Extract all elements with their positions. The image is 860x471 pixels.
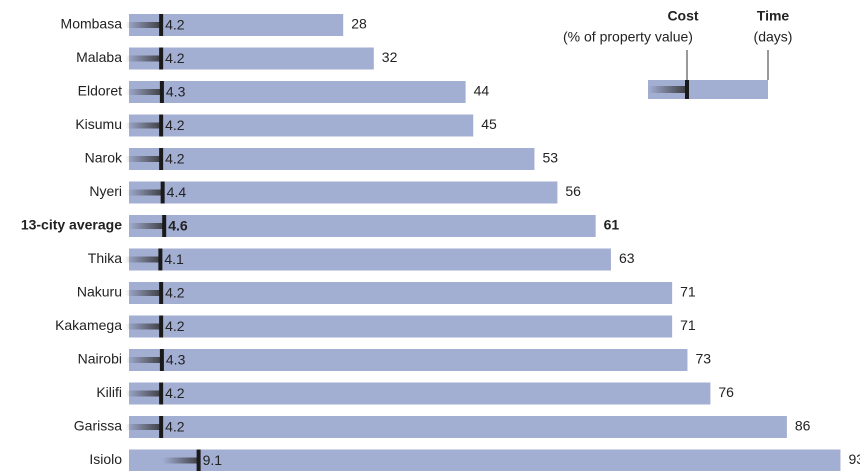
cost-label: 4.2 (165, 285, 185, 301)
cost-fade (125, 89, 162, 95)
time-label: 73 (695, 351, 711, 367)
time-label: 44 (474, 83, 490, 99)
time-label: 61 (604, 217, 620, 233)
cost-marker (162, 215, 167, 237)
time-bar (129, 148, 535, 170)
time-label: 53 (542, 150, 558, 166)
time-bar (129, 14, 344, 36)
legend: Cost (% of property value) Time (days) (563, 8, 792, 99)
cost-label: 4.2 (165, 117, 185, 133)
category-label: Eldoret (78, 83, 122, 99)
cost-label: 4.2 (165, 17, 185, 33)
time-bar (129, 449, 841, 471)
time-label: 56 (565, 183, 581, 199)
category-label: Malaba (76, 49, 122, 65)
cost-fade (125, 122, 162, 129)
time-label: 71 (680, 317, 696, 333)
category-label: Mombasa (61, 16, 123, 32)
time-label: 63 (619, 250, 635, 266)
time-bar (129, 248, 611, 271)
cost-label: 4.3 (166, 84, 186, 100)
time-bar (129, 114, 474, 137)
cost-label: 4.2 (165, 419, 185, 435)
category-label: Narok (85, 150, 123, 166)
cost-marker (159, 148, 164, 170)
cost-fade (124, 256, 161, 263)
category-label: Isiolo (89, 451, 122, 467)
category-label: Kilifi (96, 384, 122, 400)
legend-cost: Cost (667, 8, 698, 24)
category-label: Thika (88, 250, 122, 266)
legend-cost-unit: (% of property value) (563, 29, 693, 45)
cost-marker (159, 416, 164, 438)
category-label: Nairobi (78, 351, 122, 367)
cost-fade (162, 457, 199, 464)
legend-bar (648, 80, 768, 99)
cost-fade (125, 55, 162, 62)
cost-fade (126, 189, 163, 196)
category-label: Nyeri (89, 183, 122, 199)
cost-marker (159, 81, 164, 103)
time-bar (129, 382, 711, 405)
time-label: 86 (795, 418, 811, 434)
category-label: Kisumu (75, 116, 122, 132)
time-label: 28 (351, 16, 367, 32)
time-bar (129, 215, 596, 237)
cost-marker (159, 14, 164, 36)
cost-label: 4.1 (164, 251, 184, 267)
cost-marker (159, 114, 164, 137)
cost-marker (159, 382, 164, 405)
legend-fade (648, 86, 686, 93)
cost-label: 4.3 (166, 352, 186, 368)
cost-fade (128, 223, 165, 229)
time-label: 76 (718, 384, 734, 400)
time-bar (129, 81, 466, 103)
time-label: 45 (481, 116, 497, 132)
cost-label: 4.4 (167, 184, 187, 200)
cost-marker (196, 449, 201, 471)
cost-fade (125, 323, 162, 330)
cost-fade (125, 156, 162, 162)
cost-fade (125, 357, 162, 363)
category-label: 13-city average (21, 217, 122, 233)
time-bar (129, 181, 558, 204)
cost-label: 9.1 (203, 452, 223, 468)
cost-fade (125, 424, 162, 430)
cost-marker (160, 181, 165, 204)
category-label: Kakamega (55, 317, 122, 333)
time-bar (129, 349, 688, 371)
cost-fade (125, 390, 162, 397)
legend-time: Time (757, 8, 790, 24)
cost-label: 4.6 (168, 218, 188, 234)
category-label: Garissa (74, 418, 122, 434)
cost-marker (159, 315, 164, 338)
cost-marker (159, 47, 164, 70)
time-bar (129, 315, 673, 338)
legend-tick (685, 80, 689, 99)
cost-label: 4.2 (165, 318, 185, 334)
time-bar (129, 416, 787, 438)
cost-label: 4.2 (165, 151, 185, 167)
cost-marker (159, 349, 164, 371)
cost-fade (125, 290, 162, 296)
cost-marker (158, 248, 163, 271)
time-label: 32 (382, 49, 398, 65)
time-bar (129, 47, 374, 70)
cost-marker (159, 282, 164, 304)
time-label: 93 (848, 451, 860, 467)
time-label: 71 (680, 284, 696, 300)
legend-time-unit: (days) (754, 29, 793, 45)
cost-label: 4.2 (165, 385, 185, 401)
cost-fade (125, 22, 162, 28)
time-bar (129, 282, 673, 304)
cost-label: 4.2 (165, 50, 185, 66)
category-label: Nakuru (77, 284, 122, 300)
